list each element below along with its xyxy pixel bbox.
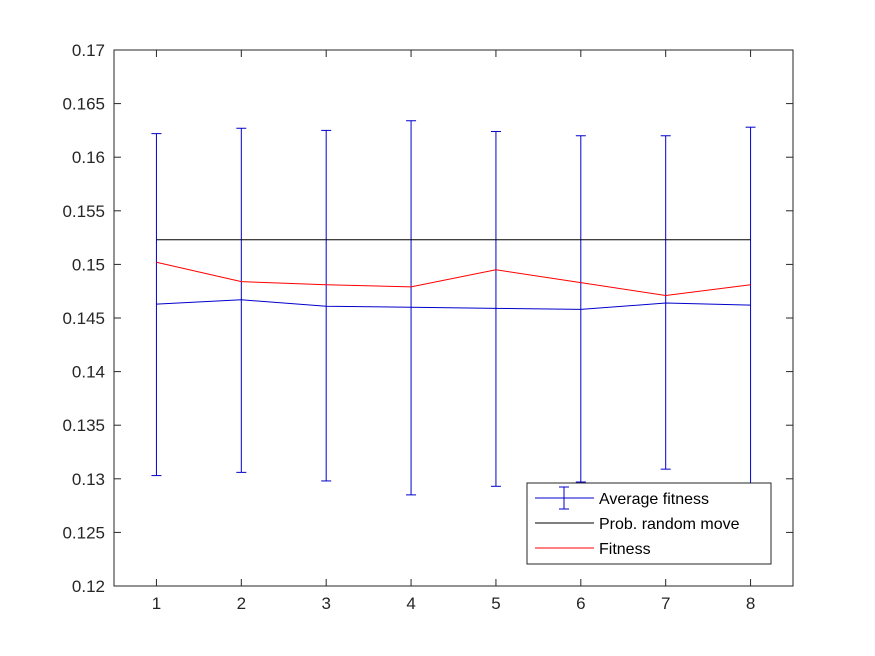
error-bar (406, 120, 417, 496)
error-bar (660, 135, 671, 470)
series-line-fitness (156, 261, 751, 297)
error-bar (236, 127, 247, 473)
x-tick-label: 3 (321, 594, 330, 613)
y-tick-label: 0.125 (62, 523, 105, 542)
y-tick-label: 0.17 (72, 41, 105, 60)
error-bar (575, 135, 586, 483)
legend-label: Prob. random move (599, 516, 740, 533)
x-tick-label: 8 (746, 594, 755, 613)
legend-entry: Fitness (535, 541, 651, 558)
y-tick-label: 0.15 (72, 255, 105, 274)
legend-label: Average fitness (599, 491, 709, 508)
y-tick-label: 0.13 (72, 470, 105, 489)
legend: Average fitness Prob. random move Fitness (526, 482, 772, 565)
y-tick-label: 0.14 (72, 363, 105, 382)
series-line-average-fitness (156, 299, 751, 310)
x-tick-label: 7 (661, 594, 670, 613)
y-tick-label: 0.145 (62, 309, 105, 328)
y-tick-label: 0.155 (62, 202, 105, 221)
legend-entry: Prob. random move (535, 516, 740, 533)
x-tick-label: 1 (152, 594, 161, 613)
x-tick-label: 2 (237, 594, 246, 613)
y-tick-label: 0.135 (62, 416, 105, 435)
legend-label: Fitness (599, 541, 651, 558)
x-tick-label: 5 (491, 594, 500, 613)
legend-entry: Average fitness (535, 486, 709, 510)
y-tick-label: 0.16 (72, 148, 105, 167)
x-tick-label: 4 (406, 594, 415, 613)
error-bar (151, 133, 162, 477)
y-tick-label: 0.165 (62, 95, 105, 114)
error-bar (321, 129, 332, 482)
x-tick-label: 6 (576, 594, 585, 613)
axes: 1 2 3 4 5 6 7 8 0.12 0.125 0.13 0.135 0.14 0.145 0.15 0… (62, 41, 794, 613)
y-tick-label: 0.12 (72, 577, 105, 596)
